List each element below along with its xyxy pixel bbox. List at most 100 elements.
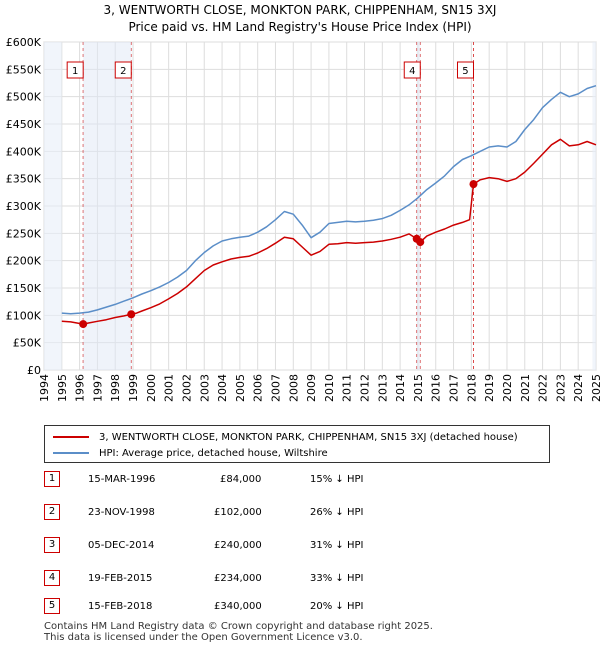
- legend-item-hpi: HPI: Average price, detached house, Wilt…: [53, 446, 328, 460]
- footer-copyright: Contains HM Land Registry data © Crown c…: [44, 621, 433, 632]
- sale-date: 23-NOV-1998: [88, 507, 155, 518]
- legend-label-hpi: HPI: Average price, detached house, Wilt…: [99, 447, 328, 459]
- x-tick-label: 2006: [252, 374, 265, 402]
- footer-note: Contains HM Land Registry data © Crown c…: [44, 621, 433, 643]
- y-tick-label: £300K: [6, 200, 42, 213]
- y-tick-label: £0: [27, 364, 41, 377]
- sale-marker-box: [66, 61, 84, 79]
- sale-price: £84,000: [220, 474, 262, 485]
- sale-marker-label: 5: [462, 66, 468, 77]
- x-tick-label: 1998: [109, 374, 122, 402]
- x-tick-label: 2025: [590, 374, 600, 402]
- price-series-line: [61, 138, 597, 325]
- sale-price: £340,000: [214, 601, 262, 612]
- x-tick-label: 2023: [554, 374, 567, 402]
- sale-hpi-diff: 15% ↓ HPI: [310, 474, 364, 485]
- x-tick-label: 2024: [572, 374, 585, 402]
- y-tick-label: £450K: [6, 118, 42, 131]
- x-tick-label: 1999: [127, 374, 140, 402]
- footer-licence: This data is licensed under the Open Gov…: [44, 632, 363, 643]
- legend-item-property: 3, WENTWORTH CLOSE, MONKTON PARK, CHIPPE…: [53, 430, 518, 444]
- sale-point: [79, 320, 88, 329]
- x-tick-label: 1995: [56, 374, 69, 402]
- sale-point: [127, 310, 136, 319]
- y-tick-label: £550K: [6, 63, 42, 76]
- legend-swatch-hpi: [53, 452, 89, 454]
- sale-marker-label: 2: [120, 66, 126, 77]
- sale-date: 15-FEB-2018: [88, 601, 153, 612]
- legend-label-property: 3, WENTWORTH CLOSE, MONKTON PARK, CHIPPE…: [99, 431, 518, 443]
- x-tick-label: 2001: [163, 374, 176, 402]
- sale-marker-box: [114, 61, 132, 79]
- sale-point: [469, 180, 478, 189]
- sale-date: 15-MAR-1996: [88, 474, 156, 485]
- chart-title: 3, WENTWORTH CLOSE, MONKTON PARK, CHIPPE…: [103, 3, 497, 17]
- x-tick-label: 2016: [430, 374, 443, 402]
- sale-point: [416, 238, 425, 247]
- sale-price: £234,000: [214, 573, 262, 584]
- sale-number-badge: 5: [44, 598, 60, 614]
- sale-marker-label: 4: [409, 66, 415, 77]
- x-tick-label: 1997: [91, 374, 104, 402]
- chart-subtitle: Price paid vs. HM Land Registry's House …: [128, 20, 472, 34]
- x-tick-label: 2003: [198, 374, 211, 402]
- x-tick-label: 1996: [74, 374, 87, 402]
- sale-hpi-diff: 20% ↓ HPI: [310, 601, 364, 612]
- x-tick-label: 2008: [287, 374, 300, 402]
- y-tick-label: £150K: [6, 282, 42, 295]
- table-row: 4 19-FEB-2015 £234,000 33% ↓ HPI: [44, 570, 564, 588]
- table-row: 2 23-NOV-1998 £102,000 26% ↓ HPI: [44, 504, 564, 522]
- sale-marker-label: 1: [72, 66, 78, 77]
- y-tick-label: £600K: [6, 36, 42, 49]
- hpi-series-line: [61, 84, 597, 315]
- x-tick-label: 2002: [180, 374, 193, 402]
- chart-legend: 3, WENTWORTH CLOSE, MONKTON PARK, CHIPPE…: [44, 425, 550, 463]
- sale-hpi-diff: 26% ↓ HPI: [310, 507, 364, 518]
- x-tick-label: 2014: [394, 374, 407, 402]
- y-tick-label: £100K: [6, 309, 42, 322]
- x-tick-label: 2005: [234, 374, 247, 402]
- sale-hpi-diff: 31% ↓ HPI: [310, 540, 364, 551]
- sale-hpi-diff: 33% ↓ HPI: [310, 573, 364, 584]
- sale-number-badge: 1: [44, 471, 60, 487]
- x-tick-label: 2000: [145, 374, 158, 402]
- table-row: 3 05-DEC-2014 £240,000 31% ↓ HPI: [44, 537, 564, 555]
- sale-marker-box: [403, 61, 421, 79]
- x-tick-label: 2022: [537, 374, 550, 402]
- x-tick-label: 2011: [341, 374, 354, 402]
- x-tick-label: 2007: [269, 374, 282, 402]
- x-tick-label: 2012: [359, 374, 372, 402]
- y-tick-label: £50K: [13, 337, 42, 350]
- sale-price: £240,000: [214, 540, 262, 551]
- y-tick-label: £250K: [6, 227, 42, 240]
- y-tick-label: £200K: [6, 255, 42, 268]
- x-tick-label: 2015: [412, 374, 425, 402]
- x-tick-label: 2004: [216, 374, 229, 402]
- y-tick-label: £400K: [6, 145, 42, 158]
- x-tick-label: 2020: [501, 374, 514, 402]
- sale-span-band: [83, 42, 132, 370]
- sale-date: 05-DEC-2014: [88, 540, 155, 551]
- table-row: 1 15-MAR-1996 £84,000 15% ↓ HPI: [44, 471, 564, 489]
- sale-marker-box: [456, 61, 474, 79]
- sale-number-badge: 4: [44, 570, 60, 586]
- x-tick-label: 2009: [305, 374, 318, 402]
- sale-number-badge: 3: [44, 537, 60, 553]
- sale-date: 19-FEB-2015: [88, 573, 153, 584]
- pre-data-band: [44, 42, 62, 370]
- x-tick-label: 1994: [38, 374, 51, 402]
- y-tick-label: £500K: [6, 91, 42, 104]
- sale-number-badge: 2: [44, 504, 60, 520]
- table-row: 5 15-FEB-2018 £340,000 20% ↓ HPI: [44, 598, 564, 616]
- price-chart: £0 £50K £100K £150K £200K £250K £300K £350K £400…: [6, 36, 600, 402]
- y-tick-label: £350K: [6, 173, 42, 186]
- x-tick-label: 2018: [465, 374, 478, 402]
- x-tick-label: 2013: [376, 374, 389, 402]
- x-tick-label: 2019: [483, 374, 496, 402]
- sale-span-band: [416, 42, 421, 370]
- legend-swatch-property: [53, 436, 89, 438]
- post-data-band: [592, 42, 596, 370]
- x-tick-label: 2010: [323, 374, 336, 402]
- sale-price: £102,000: [214, 507, 262, 518]
- x-tick-label: 2017: [448, 374, 461, 402]
